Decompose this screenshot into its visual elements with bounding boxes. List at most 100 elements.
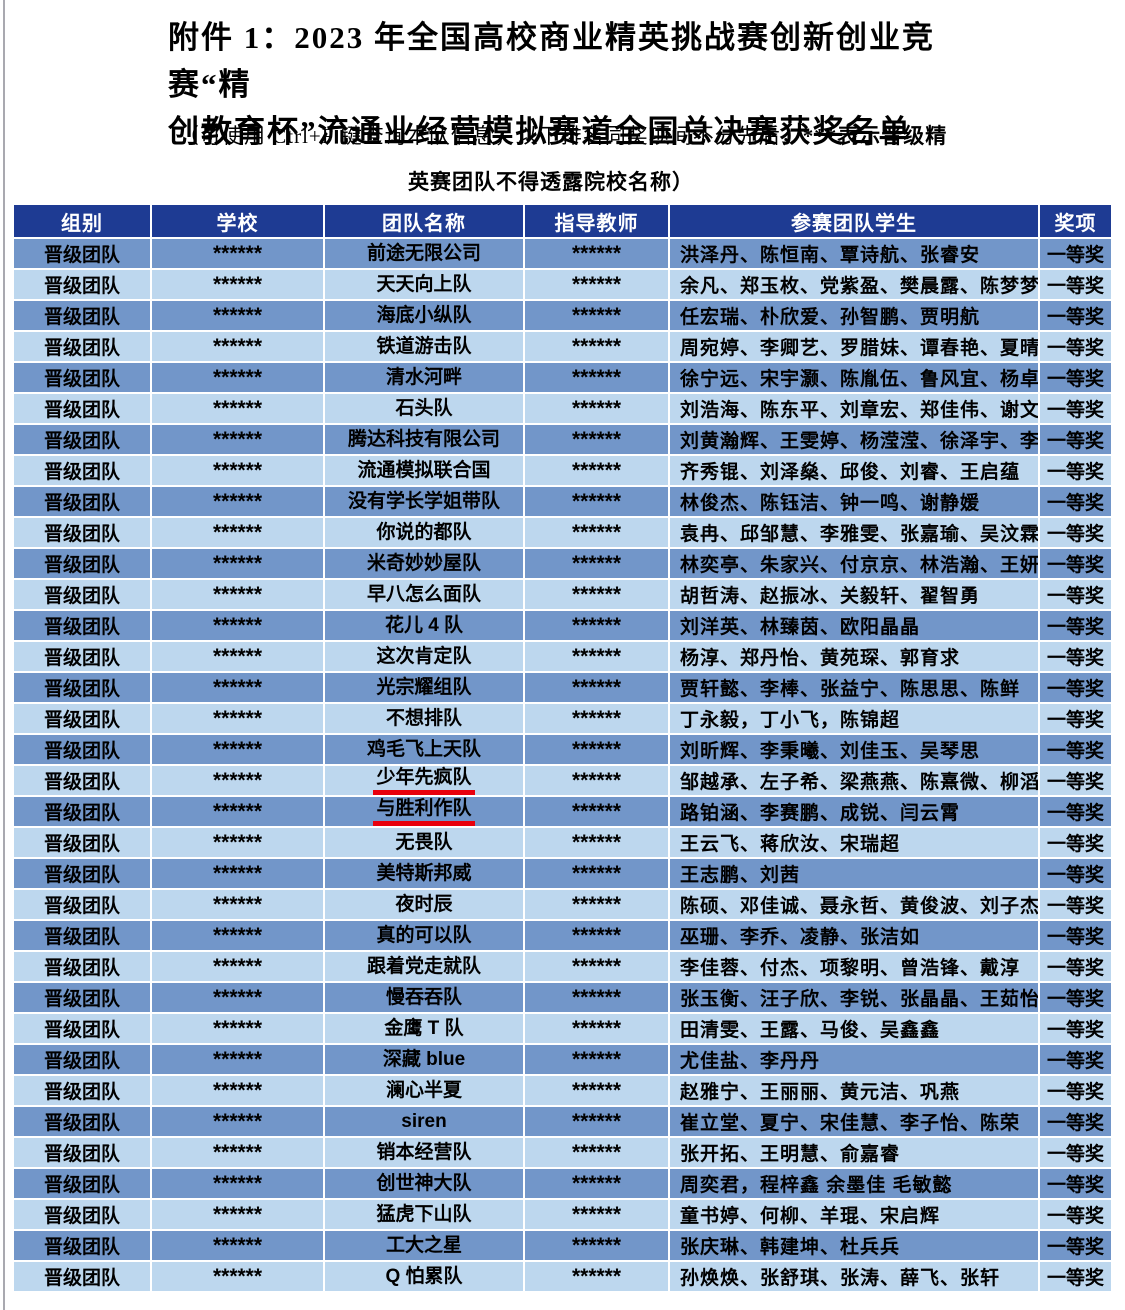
table-row: 晋级团队 ****** 你说的都队 ****** 袁冉、邱邹慧、李雅雯、张嘉瑜、… [14, 518, 1111, 547]
cell-students: 巫珊、李乔、凌静、张洁如 [670, 921, 1038, 950]
cell-students: 邹越承、左子希、梁燕燕、陈熹微、柳滔 [670, 766, 1038, 795]
cell-teacher-masked: ****** [525, 673, 668, 702]
cell-team-name: 跟着党走就队 [325, 952, 523, 981]
table-row: 晋级团队 ****** 少年先疯队 ****** 邹越承、左子希、梁燕燕、陈熹微… [14, 766, 1111, 795]
table-row: 晋级团队 ****** 慢吞吞队 ****** 张玉衡、汪子欣、李锐、张晶晶、王… [14, 983, 1111, 1012]
team-name-text: 前途无限公司 [366, 242, 481, 264]
cell-teacher-masked: ****** [525, 1014, 668, 1043]
table-row: 晋级团队 ****** 流通模拟联合国 ****** 齐秀锟、刘泽燊、邱俊、刘睿… [14, 456, 1111, 485]
table-row: 晋级团队 ****** 真的可以队 ****** 巫珊、李乔、凌静、张洁如 一等… [14, 921, 1111, 950]
cell-team-name: 前途无限公司 [325, 239, 523, 268]
cell-team-name: siren [325, 1107, 523, 1136]
cell-award: 一等奖 [1040, 921, 1111, 950]
team-name-text: 海底小纵队 [376, 304, 472, 326]
team-name-text: 鸡毛飞上天队 [366, 738, 481, 760]
col-header-group: 组别 [14, 205, 150, 237]
cell-school-masked: ****** [152, 1200, 323, 1229]
cell-group: 晋级团队 [14, 797, 150, 826]
cell-award: 一等奖 [1040, 487, 1111, 516]
table-row: 晋级团队 ****** 鸡毛飞上天队 ****** 刘昕辉、李秉曦、刘佳玉、吴琴… [14, 735, 1111, 764]
cell-teacher-masked: ****** [525, 1138, 668, 1167]
cell-award: 一等奖 [1040, 580, 1111, 609]
title-line-2: 创教育杯”流通业经营模拟赛道全国总决赛获奖名单 [168, 114, 912, 149]
cell-award: 一等奖 [1040, 797, 1111, 826]
cell-group: 晋级团队 [14, 766, 150, 795]
cell-team-name: 少年先疯队 [325, 766, 523, 795]
cell-students: 张庆琳、韩建坤、杜兵兵 [670, 1231, 1038, 1260]
cell-school-masked: ****** [152, 1169, 323, 1198]
cell-award: 一等奖 [1040, 518, 1111, 547]
cell-school-masked: ****** [152, 394, 323, 423]
cell-school-masked: ****** [152, 983, 323, 1012]
cell-team-name: 光宗耀组队 [325, 673, 523, 702]
cell-students: 袁冉、邱邹慧、李雅雯、张嘉瑜、吴汶霖 [670, 518, 1038, 547]
cell-group: 晋级团队 [14, 890, 150, 919]
cell-group: 晋级团队 [14, 549, 150, 578]
team-name-text: 铁道游击队 [376, 335, 472, 357]
cell-teacher-masked: ****** [525, 766, 668, 795]
table-row: 晋级团队 ****** 夜时辰 ****** 陈硕、邓佳诚、聂永哲、黄俊波、刘子… [14, 890, 1111, 919]
document-note-line-1: （可使用 Ctrl+F 键查询本队信息，以下排名同奖项间不分先后，***表示晋级… [178, 120, 947, 150]
cell-teacher-masked: ****** [525, 921, 668, 950]
cell-team-name: 不想排队 [325, 704, 523, 733]
cell-teacher-masked: ****** [525, 270, 668, 299]
table-row: 晋级团队 ****** siren ****** 崔立堂、夏宁、宋佳慧、李子怡、… [14, 1107, 1111, 1136]
cell-group: 晋级团队 [14, 1231, 150, 1260]
cell-group: 晋级团队 [14, 580, 150, 609]
team-name-text: 猛虎下山队 [376, 1203, 472, 1225]
cell-students: 童书婷、何柳、羊琨、宋启辉 [670, 1200, 1038, 1229]
team-name-text: 美特斯邦威 [376, 862, 472, 884]
cell-award: 一等奖 [1040, 301, 1111, 330]
cell-group: 晋级团队 [14, 1169, 150, 1198]
cell-award: 一等奖 [1040, 363, 1111, 392]
cell-group: 晋级团队 [14, 394, 150, 423]
cell-award: 一等奖 [1040, 549, 1111, 578]
team-name-text: 米奇妙妙屋队 [366, 552, 481, 574]
cell-teacher-masked: ****** [525, 1169, 668, 1198]
cell-award: 一等奖 [1040, 766, 1111, 795]
team-name-text: 金鹰 T 队 [384, 1017, 464, 1039]
cell-teacher-masked: ****** [525, 332, 668, 361]
cell-school-masked: ****** [152, 611, 323, 640]
cell-team-name: 你说的都队 [325, 518, 523, 547]
cell-award: 一等奖 [1040, 270, 1111, 299]
table-row: 晋级团队 ****** Q 怕累队 ****** 孙焕焕、张舒琪、张涛、薛飞、张… [14, 1262, 1111, 1291]
cell-group: 晋级团队 [14, 828, 150, 857]
note-bold-text: ***表示晋级精 [802, 124, 948, 148]
table-row: 晋级团队 ****** 早八怎么面队 ****** 胡哲涛、赵振冰、关毅轩、翟智… [14, 580, 1111, 609]
cell-group: 晋级团队 [14, 487, 150, 516]
cell-teacher-masked: ****** [525, 425, 668, 454]
cell-school-masked: ****** [152, 921, 323, 950]
team-name-text: 没有学长学姐带队 [347, 490, 500, 512]
cell-students: 王云飞、蒋欣汝、宋瑞超 [670, 828, 1038, 857]
team-name-text: 花儿 4 队 [384, 614, 464, 636]
cell-students: 余凡、郑玉枚、党紫盈、樊晨露、陈梦梦 [670, 270, 1038, 299]
team-name-text: 跟着党走就队 [366, 955, 481, 977]
table-row: 晋级团队 ****** 与胜利作队 ****** 路铂涵、李赛鹏、成锐、闫云霄 … [14, 797, 1111, 826]
cell-teacher-masked: ****** [525, 797, 668, 826]
cell-group: 晋级团队 [14, 1014, 150, 1043]
cell-teacher-masked: ****** [525, 704, 668, 733]
table-row: 晋级团队 ****** 前途无限公司 ****** 洪泽丹、陈恒南、覃诗航、张睿… [14, 239, 1111, 268]
col-header-teacher: 指导教师 [525, 205, 668, 237]
cell-school-masked: ****** [152, 1138, 323, 1167]
cell-students: 路铂涵、李赛鹏、成锐、闫云霄 [670, 797, 1038, 826]
team-name-text: 不想排队 [385, 707, 462, 729]
cell-school-masked: ****** [152, 425, 323, 454]
cell-award: 一等奖 [1040, 890, 1111, 919]
cell-group: 晋级团队 [14, 363, 150, 392]
cell-students: 洪泽丹、陈恒南、覃诗航、张睿安 [670, 239, 1038, 268]
col-header-team: 团队名称 [325, 205, 523, 237]
cell-teacher-masked: ****** [525, 1045, 668, 1074]
document-title: 附件 1：2023 年全国高校商业精英挑战赛创新创业竞赛“精 创教育杯”流通业经… [168, 14, 998, 155]
team-name-text: 澜心半夏 [385, 1079, 462, 1101]
table-row: 晋级团队 ****** 澜心半夏 ****** 赵雅宁、王丽丽、黄元洁、巩燕 一… [14, 1076, 1111, 1105]
cell-award: 一等奖 [1040, 239, 1111, 268]
cell-award: 一等奖 [1040, 1138, 1111, 1167]
cell-teacher-masked: ****** [525, 549, 668, 578]
cell-teacher-masked: ****** [525, 1107, 668, 1136]
cell-school-masked: ****** [152, 766, 323, 795]
cell-award: 一等奖 [1040, 952, 1111, 981]
cell-students: 周宛婷、李卿艺、罗腊妹、谭春艳、夏晴 [670, 332, 1038, 361]
cell-students: 赵雅宁、王丽丽、黄元洁、巩燕 [670, 1076, 1038, 1105]
